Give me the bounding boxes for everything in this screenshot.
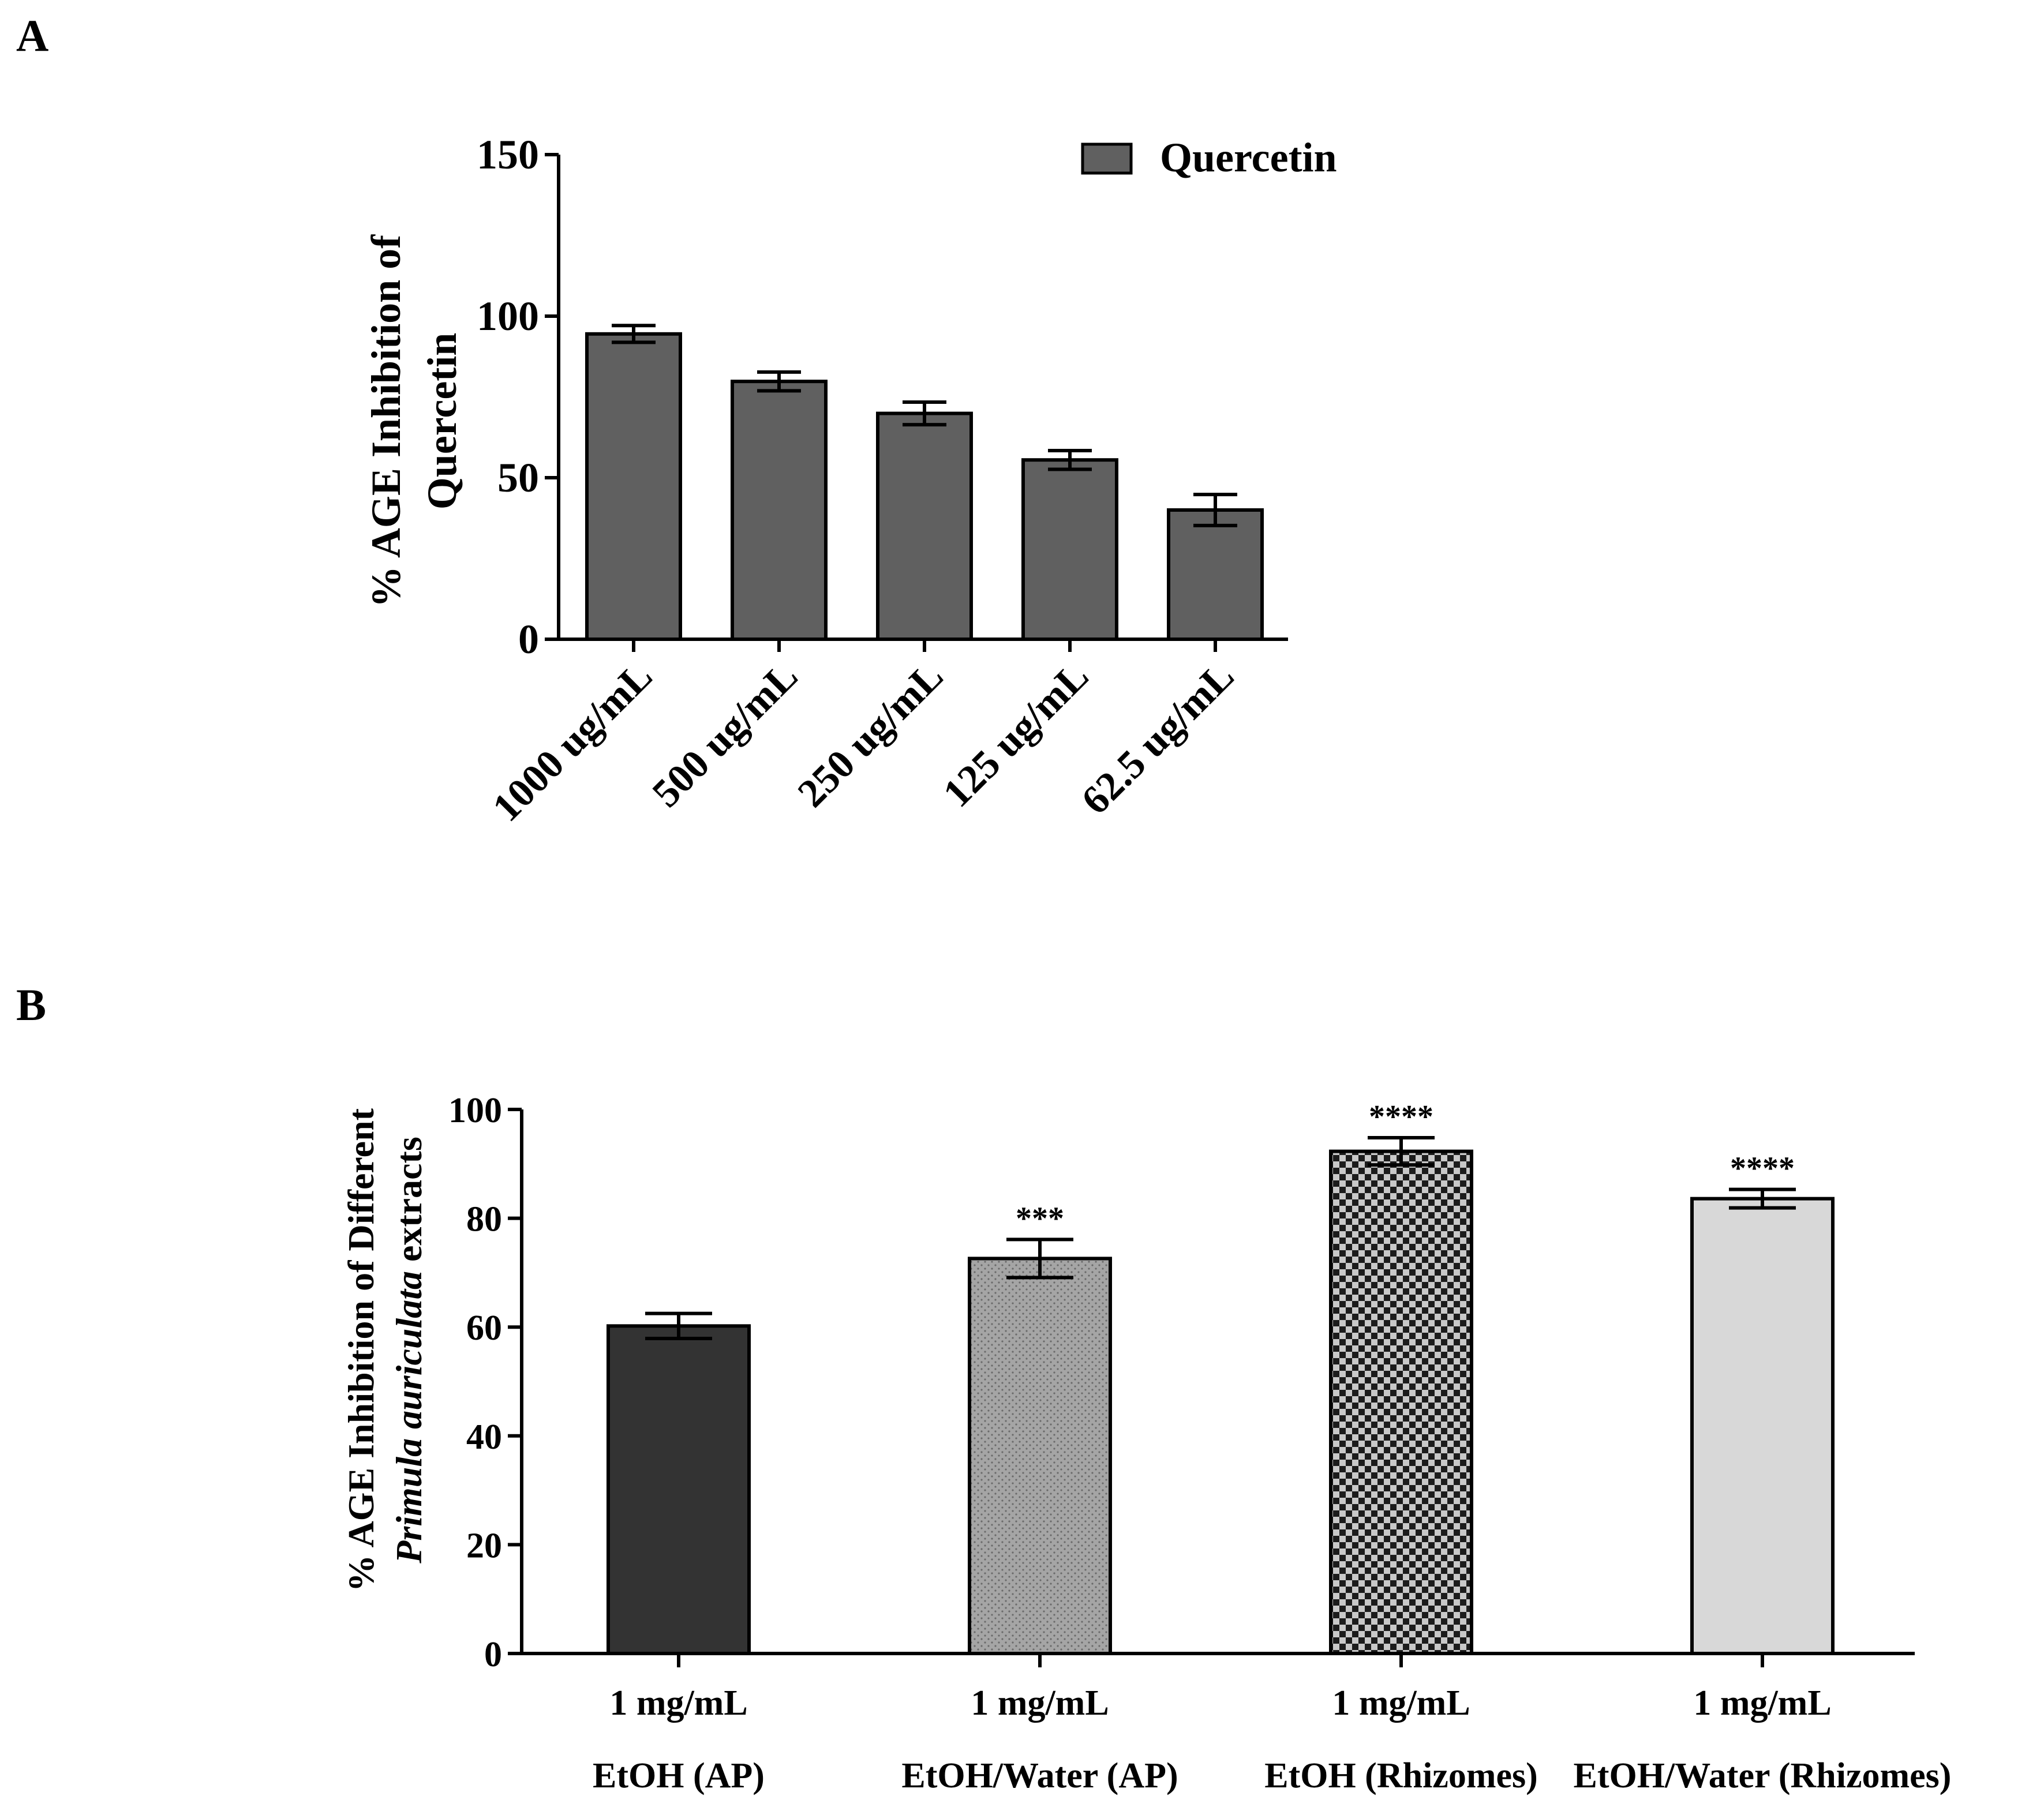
chart-b-x-name-label: EtOH (Rhizomes) (1264, 1756, 1538, 1795)
chart-b-significance-mark: **** (1730, 1151, 1795, 1187)
chart-a-bar (731, 380, 828, 641)
chart-b-ylabel-line1: % AGE Inhibition of Different (340, 1108, 381, 1592)
chart-a-x-label: 250 ug/mL (789, 654, 952, 816)
chart-a-legend: Quercetin (1081, 134, 1337, 181)
chart-a-ylabel-line2: Quercetin (419, 333, 465, 510)
chart-a-bar (1021, 458, 1118, 641)
chart-b-significance: *********** (1016, 1099, 1795, 1236)
chart-b-x-name-label: EtOH (AP) (593, 1756, 765, 1795)
chart-a-x-label: 62.5 ug/mL (1073, 654, 1243, 823)
legend-label: Quercetin (1160, 134, 1337, 181)
chart-a-y-tick-label: 150 (477, 132, 539, 178)
chart-b-bar (1329, 1149, 1473, 1655)
chart-b-x-dose-label: 1 mg/mL (609, 1683, 747, 1723)
chart-b-significance-mark: **** (1369, 1099, 1433, 1135)
chart-a-y-tick-label: 0 (518, 616, 539, 662)
chart-b-ylabel-italic: Primula auriculata (388, 1271, 429, 1564)
chart-b-y-tick-label: 0 (484, 1635, 502, 1674)
chart-b-x-dose-label: 1 mg/mL (1693, 1683, 1831, 1723)
chart-b-ylabel-rest: extracts (388, 1137, 429, 1271)
chart-b-y-tick-label: 60 (466, 1308, 502, 1348)
legend-swatch (1081, 143, 1133, 175)
chart-a-x-label: 500 ug/mL (644, 654, 806, 816)
chart-b: 0 20 40 60 80 100 1 mg/mL EtOH (AP) 1 mg/mL EtOH… (340, 1091, 1951, 1795)
chart-a-y-tick-label: 50 (497, 455, 539, 501)
chart-a-axes (545, 153, 1288, 652)
panel-label-b: B (16, 980, 46, 1030)
chart-a-ylabel-line1: % AGE Inhibition of (363, 234, 409, 608)
chart-b-x-labels: 1 mg/mL EtOH (AP) 1 mg/mL EtOH/Water (AP) 1 … (593, 1683, 1951, 1795)
chart-a-error-bars (612, 324, 1237, 527)
chart-b-y-tick-label: 100 (448, 1091, 502, 1130)
chart-a-bar (876, 411, 973, 641)
chart-a-y-ticks: 0 50 100 150 (477, 132, 539, 662)
chart-b-error-bars (645, 1136, 1796, 1341)
chart-b-x-dose-label: 1 mg/mL (1332, 1683, 1470, 1723)
chart-b-y-tick-label: 20 (466, 1526, 502, 1565)
chart-b-x-name-label: EtOH/Water (AP) (901, 1756, 1178, 1795)
chart-b-bar (1690, 1197, 1835, 1656)
chart-b-y-tick-label: 80 (466, 1200, 502, 1239)
chart-b-ylabel-line2: Primula auriculata extracts (388, 1137, 429, 1564)
chart-b-bars (607, 1149, 1835, 1656)
chart-b-x-name-label: EtOH/Water (Rhizomes) (1574, 1756, 1952, 1795)
chart-b-y-ticks: 0 20 40 60 80 100 (448, 1091, 502, 1674)
chart-a-y-tick-label: 100 (477, 293, 539, 339)
chart-a-x-label: 1000 ug/mL (484, 654, 661, 830)
chart-b-bar (968, 1257, 1112, 1656)
chart-b-significance-mark: *** (1016, 1201, 1064, 1236)
chart-b-axes (508, 1108, 1915, 1667)
chart-a-bar (1167, 508, 1264, 641)
chart-a-bars (585, 332, 1264, 641)
chart-b-bar (607, 1324, 751, 1655)
chart-b-x-dose-label: 1 mg/mL (971, 1683, 1109, 1723)
chart-a-bar (585, 332, 682, 641)
panel-label-a: A (16, 10, 48, 61)
chart-b-y-tick-label: 40 (466, 1418, 502, 1457)
